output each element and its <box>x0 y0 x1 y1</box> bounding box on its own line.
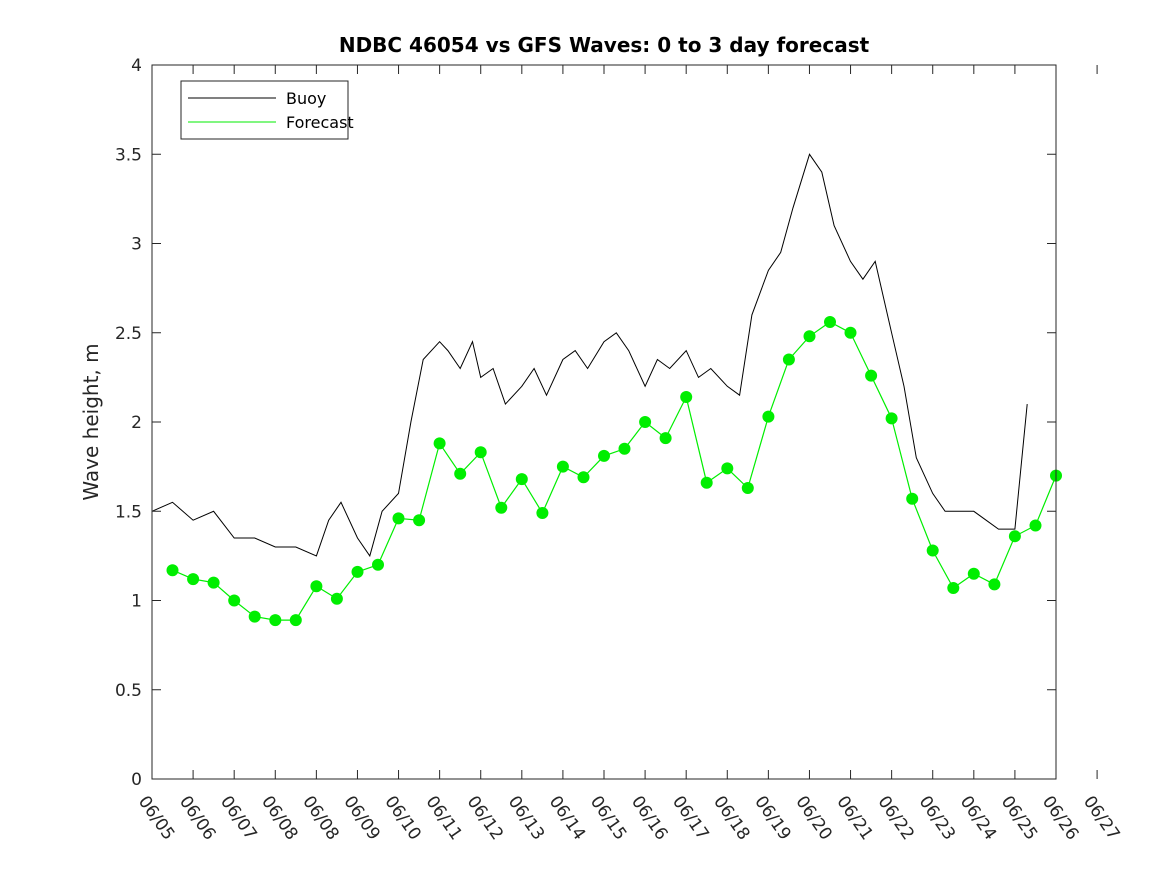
forecast-point <box>680 391 693 403</box>
y-tick-label: 3 <box>131 235 142 255</box>
forecast-point <box>639 416 652 428</box>
forecast-point <box>228 594 241 607</box>
legend-label-forecast: Forecast <box>286 113 354 132</box>
forecast-point <box>351 565 364 578</box>
forecast-point <box>577 471 590 484</box>
forecast-point <box>947 582 960 594</box>
plot-area: 00.511.522.533.5406/0506/0606/0706/0806/… <box>115 56 1124 844</box>
forecast-point <box>741 482 754 494</box>
forecast-point <box>187 573 200 586</box>
forecast-point <box>248 610 261 623</box>
legend: Buoy Forecast <box>180 80 354 140</box>
forecast-point <box>865 369 878 382</box>
forecast-point <box>824 316 836 328</box>
forecast-point <box>844 326 857 339</box>
forecast-point <box>659 432 672 445</box>
forecast-point <box>1008 530 1021 543</box>
forecast-point <box>803 330 816 343</box>
series-layer <box>151 153 1062 627</box>
forecast-point <box>556 460 569 473</box>
forecast-point <box>988 578 1001 591</box>
y-tick-label: 2 <box>131 413 142 433</box>
forecast-point <box>885 412 898 425</box>
y-tick-label: 2.5 <box>115 324 142 344</box>
chart-title: NDBC 46054 vs GFS Waves: 0 to 3 day fore… <box>339 33 870 57</box>
y-tick-label: 3.5 <box>115 145 142 165</box>
forecast-point <box>495 501 508 514</box>
forecast-point <box>762 410 775 423</box>
forecast-point <box>413 514 426 527</box>
forecast-point <box>721 462 734 475</box>
forecast-point <box>392 512 405 525</box>
forecast-point <box>269 614 282 627</box>
forecast-point <box>454 467 467 480</box>
forecast-point <box>433 437 446 450</box>
forecast-point <box>618 442 631 455</box>
forecast-point <box>166 564 179 577</box>
y-tick-label: 0.5 <box>115 681 142 701</box>
forecast-point <box>967 567 980 580</box>
forecast-point <box>207 576 220 589</box>
forecast-point <box>906 492 919 505</box>
y-axis-label: Wave height, m <box>79 343 103 500</box>
forecast-point <box>598 449 610 462</box>
forecast-point <box>289 614 302 627</box>
forecast-point <box>515 473 528 486</box>
forecast-point <box>1029 519 1042 532</box>
forecast-point <box>782 353 795 366</box>
forecast-point <box>926 544 939 557</box>
forecast-point <box>536 507 549 519</box>
forecast-point <box>474 446 487 459</box>
legend-label-buoy: Buoy <box>286 89 326 108</box>
y-tick-label: 0 <box>131 770 142 790</box>
forecast-point <box>310 580 323 593</box>
y-tick-label: 4 <box>131 56 142 76</box>
y-tick-label: 1 <box>131 592 142 612</box>
forecast-point <box>372 558 384 571</box>
plot-background <box>152 65 1056 779</box>
y-tick-label: 1.5 <box>115 502 142 522</box>
series-line-buoy <box>151 153 1028 558</box>
forecast-point <box>330 592 343 605</box>
legend-box <box>180 80 349 140</box>
forecast-point <box>700 476 713 489</box>
